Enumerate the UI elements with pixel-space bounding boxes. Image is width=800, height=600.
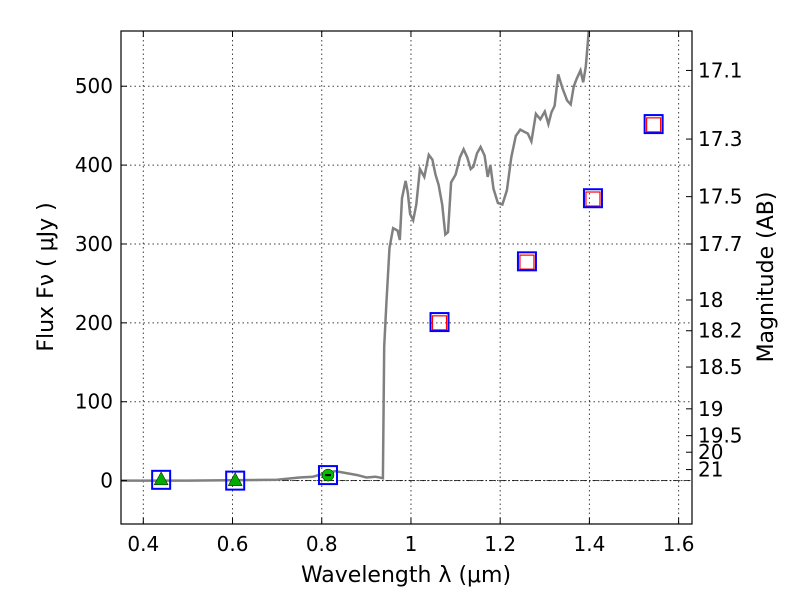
- x-axis-title: Wavelength λ (μm): [301, 563, 511, 588]
- model-flux-square: [585, 191, 601, 207]
- x-tick-label: 1.2: [484, 532, 516, 556]
- x-tick-label: 1: [405, 532, 418, 556]
- magnitude-tick-label: 18.2: [698, 319, 743, 343]
- x-tick-label: 0.8: [306, 532, 338, 556]
- grid-lines: [121, 31, 692, 524]
- magnitude-tick-label: 19.5: [698, 424, 743, 448]
- axis-ticks: [121, 31, 692, 524]
- photometry-box: [582, 188, 603, 209]
- photometry-box: [429, 312, 450, 333]
- magnitude-tick-label: 17.7: [698, 232, 743, 256]
- y-tick-label: 500: [75, 74, 113, 98]
- photometry-box: [225, 470, 246, 491]
- magnitude-tick-label: 19: [698, 397, 723, 421]
- y2-axis-title: Magnitude (AB): [754, 192, 779, 363]
- plot-frame: [120, 30, 693, 525]
- y-axis-title: Flux Fν ( μJy ): [34, 202, 59, 351]
- photometry-box: [317, 465, 338, 486]
- magnitude-tick-label: 21: [698, 458, 723, 482]
- photometry-box: [643, 114, 664, 135]
- x-tick-label: 0.6: [217, 532, 249, 556]
- upper-limit-triangle: [153, 471, 169, 486]
- y-tick-label: 0: [100, 469, 113, 493]
- x-tick-label: 0.4: [127, 532, 159, 556]
- magnitude-tick-label: 18: [698, 288, 723, 312]
- magnitude-tick-label: 17.1: [698, 58, 743, 82]
- photometry-markers: [151, 114, 664, 491]
- magnitude-tick-label: 17.3: [698, 127, 743, 151]
- model-spectrum: [121, 31, 590, 482]
- model-flux-square: [519, 254, 535, 270]
- photometry-box: [151, 469, 172, 490]
- magnitude-tick-label: 17.5: [698, 185, 743, 209]
- x-tick-label: 1.6: [663, 532, 695, 556]
- upper-limit-triangle: [227, 472, 243, 486]
- magnitude-tick-label: 20: [698, 440, 723, 464]
- model-spectrum-line: [121, 31, 590, 482]
- y-tick-label: 200: [75, 311, 113, 335]
- y-tick-label: 100: [75, 390, 113, 414]
- photometry-box: [516, 251, 537, 272]
- y-tick-label: 300: [75, 232, 113, 256]
- tick-labels: 0.4 0.6 0.8 1 1.2 1.4 1.6 0 100 200 300 400 500 17.1 1…: [75, 58, 743, 556]
- model-flux-square: [431, 315, 448, 331]
- x-tick-label: 1.4: [573, 532, 605, 556]
- y-tick-label: 400: [75, 153, 113, 177]
- magnitude-tick-label: 18.5: [698, 355, 743, 379]
- model-flux-square: [646, 117, 662, 133]
